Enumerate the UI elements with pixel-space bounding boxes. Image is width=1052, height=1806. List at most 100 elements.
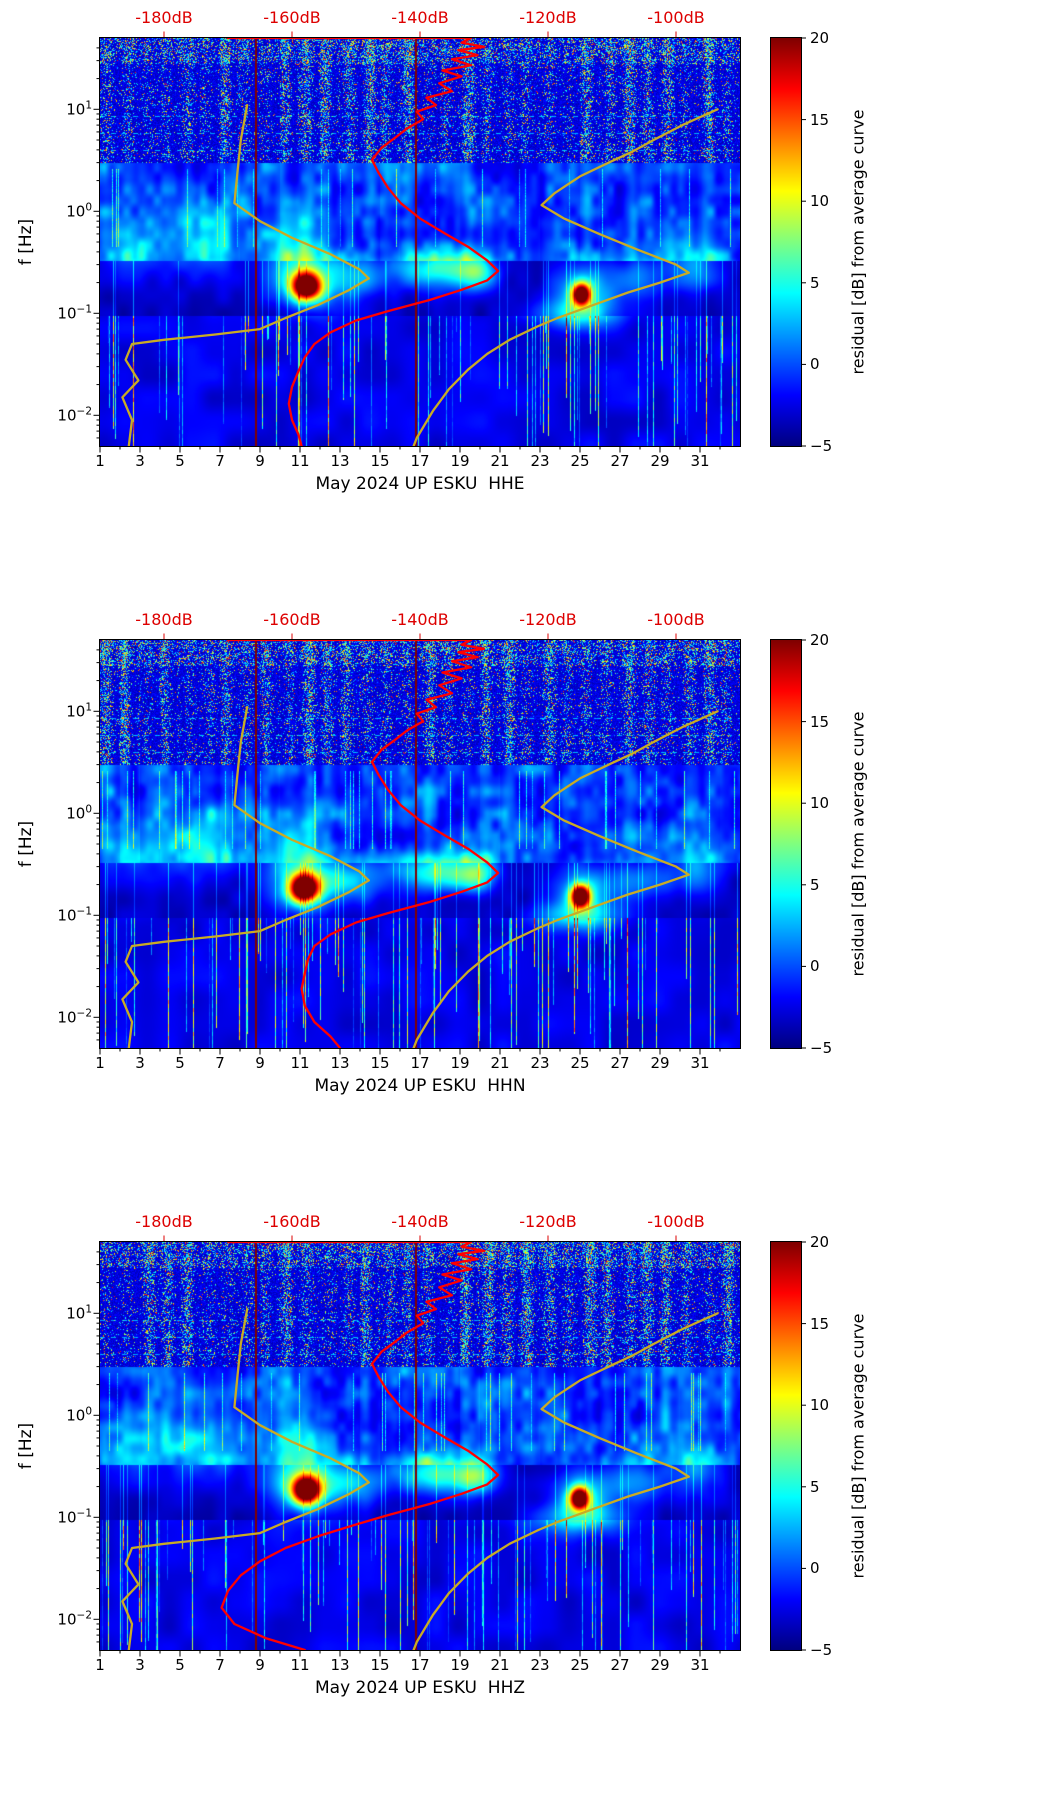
x-tick-label: 19 bbox=[450, 1656, 470, 1674]
x-tick-label: 13 bbox=[330, 452, 350, 470]
top-axis-tick-label: -120dB bbox=[519, 610, 577, 629]
x-tick-label: 21 bbox=[490, 1656, 510, 1674]
colorbar-tick-label: 5 bbox=[810, 273, 820, 292]
plot-area bbox=[99, 1241, 741, 1651]
upper-percentile-curve bbox=[412, 1312, 719, 1650]
x-tick-label: 17 bbox=[410, 1054, 430, 1072]
x-axis-label: May 2024 UP ESKU HHN bbox=[314, 1076, 526, 1096]
x-tick-label: 31 bbox=[690, 1054, 710, 1072]
y-tick-label: 10−1 bbox=[57, 303, 92, 323]
y-tick-label: 101 bbox=[66, 701, 92, 721]
x-tick-label: 27 bbox=[610, 452, 630, 470]
x-tick-label: 7 bbox=[215, 452, 225, 470]
x-tick-label: 13 bbox=[330, 1054, 350, 1072]
x-tick-label: 23 bbox=[530, 452, 550, 470]
colorbar-tick-label: −5 bbox=[810, 1641, 833, 1659]
colorbar-tick-label: −5 bbox=[810, 437, 833, 455]
x-tick-label: 19 bbox=[450, 1054, 470, 1072]
colorbar-tick-label: 20 bbox=[810, 631, 830, 649]
lower-percentile-curve bbox=[121, 705, 370, 1048]
x-tick-label: 25 bbox=[570, 1054, 590, 1072]
colorbar-tick-label: 0 bbox=[810, 355, 820, 374]
upper-percentile-curve bbox=[412, 108, 719, 446]
top-axis-tick-label: -100dB bbox=[647, 1212, 705, 1231]
x-tick-label: 13 bbox=[330, 1656, 350, 1674]
x-tick-label: 23 bbox=[530, 1656, 550, 1674]
y-tick-label: 10−2 bbox=[57, 1007, 92, 1027]
x-tick-label: 3 bbox=[135, 452, 145, 470]
mean-psd-curve bbox=[220, 1242, 500, 1650]
spectrogram-panel-hhn: f [Hz] May 2024 UP ESKU HHN residual [dB… bbox=[0, 602, 1052, 1204]
colorbar-tick-label: 10 bbox=[810, 794, 830, 813]
x-tick-label: 21 bbox=[490, 452, 510, 470]
top-axis-tick-label: -180dB bbox=[135, 8, 193, 27]
x-tick-label: 27 bbox=[610, 1656, 630, 1674]
y-tick-label: 100 bbox=[66, 1405, 92, 1425]
x-tick-label: 15 bbox=[370, 1656, 390, 1674]
x-tick-label: 7 bbox=[215, 1054, 225, 1072]
top-axis-tick-label: -160dB bbox=[263, 610, 321, 629]
mean-psd-curve bbox=[226, 640, 500, 1048]
psd-curve-overlay bbox=[121, 1242, 719, 1650]
y-tick-label: 10−1 bbox=[57, 905, 92, 925]
x-tick-label: 3 bbox=[135, 1656, 145, 1674]
x-tick-label: 31 bbox=[690, 452, 710, 470]
y-axis-label: f [Hz] bbox=[16, 1422, 36, 1470]
spectrogram-heatmap bbox=[100, 1242, 740, 1650]
colorbar-label: residual [dB] from average curve bbox=[848, 711, 868, 977]
x-tick-label: 11 bbox=[290, 1054, 310, 1072]
y-tick-label: 101 bbox=[66, 99, 92, 119]
top-axis-tick-label: -180dB bbox=[135, 610, 193, 629]
colorbar-tick-label: 15 bbox=[810, 1314, 830, 1333]
psd-curve-overlay bbox=[121, 640, 719, 1048]
x-tick-label: 29 bbox=[650, 452, 670, 470]
x-tick-label: 15 bbox=[370, 452, 390, 470]
colorbar-label: residual [dB] from average curve bbox=[848, 109, 868, 375]
top-axis-tick-label: -160dB bbox=[263, 1212, 321, 1231]
x-axis-label: May 2024 UP ESKU HHZ bbox=[314, 1678, 526, 1698]
x-tick-label: 25 bbox=[570, 1656, 590, 1674]
x-tick-label: 1 bbox=[95, 452, 105, 470]
x-tick-label: 3 bbox=[135, 1054, 145, 1072]
x-tick-label: 7 bbox=[215, 1656, 225, 1674]
x-tick-label: 1 bbox=[95, 1054, 105, 1072]
lower-percentile-curve bbox=[121, 103, 370, 446]
y-tick-label: 101 bbox=[66, 1303, 92, 1323]
x-tick-label: 15 bbox=[370, 1054, 390, 1072]
top-axis-tick-label: -140dB bbox=[391, 1212, 449, 1231]
top-axis-tick-label: -140dB bbox=[391, 8, 449, 27]
top-axis-tick-label: -140dB bbox=[391, 610, 449, 629]
x-tick-label: 17 bbox=[410, 1656, 430, 1674]
x-tick-label: 31 bbox=[690, 1656, 710, 1674]
colorbar-tick-label: −5 bbox=[810, 1039, 833, 1057]
x-tick-label: 5 bbox=[175, 1054, 185, 1072]
mean-psd-curve bbox=[226, 38, 500, 446]
x-tick-label: 25 bbox=[570, 452, 590, 470]
psd-curve-overlay bbox=[121, 38, 719, 446]
spectrogram-heatmap bbox=[100, 38, 740, 446]
colorbar-tick-label: 0 bbox=[810, 1559, 820, 1578]
x-tick-label: 5 bbox=[175, 1656, 185, 1674]
top-axis-tick-label: -120dB bbox=[519, 8, 577, 27]
colorbar-label: residual [dB] from average curve bbox=[848, 1313, 868, 1579]
x-tick-label: 11 bbox=[290, 1656, 310, 1674]
colorbar-tick-label: 15 bbox=[810, 110, 830, 129]
y-axis-label: f [Hz] bbox=[16, 820, 36, 868]
top-axis-tick-label: -160dB bbox=[263, 8, 321, 27]
colorbar-tick-label: 10 bbox=[810, 192, 830, 211]
top-axis-tick-label: -180dB bbox=[135, 1212, 193, 1231]
x-tick-label: 1 bbox=[95, 1656, 105, 1674]
colorbar-tick-label: 20 bbox=[810, 1233, 830, 1251]
x-tick-label: 9 bbox=[255, 1656, 265, 1674]
x-tick-label: 29 bbox=[650, 1054, 670, 1072]
x-tick-label: 5 bbox=[175, 452, 185, 470]
spectrogram-panel-hhe: f [Hz] May 2024 UP ESKU HHE residual [dB… bbox=[0, 0, 1052, 602]
spectrogram-heatmap bbox=[100, 640, 740, 1048]
x-tick-label: 9 bbox=[255, 1054, 265, 1072]
x-tick-label: 29 bbox=[650, 1656, 670, 1674]
x-tick-label: 23 bbox=[530, 1054, 550, 1072]
spectrogram-panel-hhz: f [Hz] May 2024 UP ESKU HHZ residual [dB… bbox=[0, 1204, 1052, 1806]
colorbar-gradient bbox=[770, 37, 802, 447]
colorbar-tick-label: 5 bbox=[810, 1477, 820, 1496]
x-tick-label: 9 bbox=[255, 452, 265, 470]
